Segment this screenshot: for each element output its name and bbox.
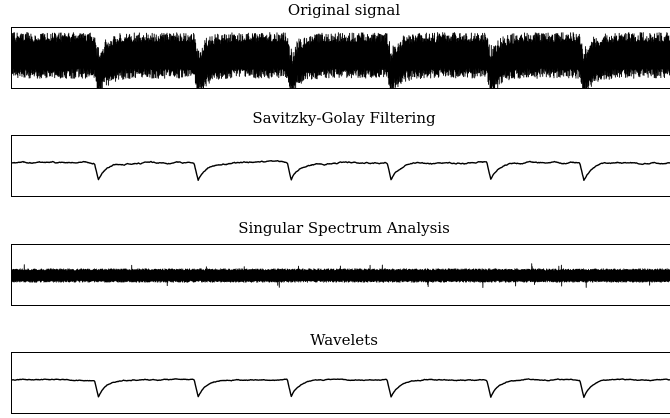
signal-trace-savitzky-golay	[11, 160, 670, 182]
signal-trace-original	[11, 32, 670, 89]
panel-title-savitzky-golay: Savitzky-Golay Filtering	[252, 109, 436, 127]
plot-frame-savitzky-golay	[11, 135, 670, 197]
panel-wavelets: Wavelets	[11, 331, 670, 414]
panel-ssa: Singular Spectrum Analysis	[11, 219, 670, 306]
plot-frame-wavelets	[11, 352, 670, 414]
panel-title-original-signal: Original signal	[288, 1, 401, 19]
panel-original-signal: Original signal	[11, 1, 670, 89]
panel-title-ssa: Singular Spectrum Analysis	[238, 219, 450, 237]
signal-trace-ssa	[11, 263, 670, 288]
plot-frame-original-signal	[11, 27, 670, 89]
plot-frame-ssa	[11, 244, 670, 306]
panel-title-wavelets: Wavelets	[310, 331, 378, 349]
signal-trace-wavelets	[11, 378, 670, 399]
panel-savitzky-golay: Savitzky-Golay Filtering	[11, 109, 670, 197]
